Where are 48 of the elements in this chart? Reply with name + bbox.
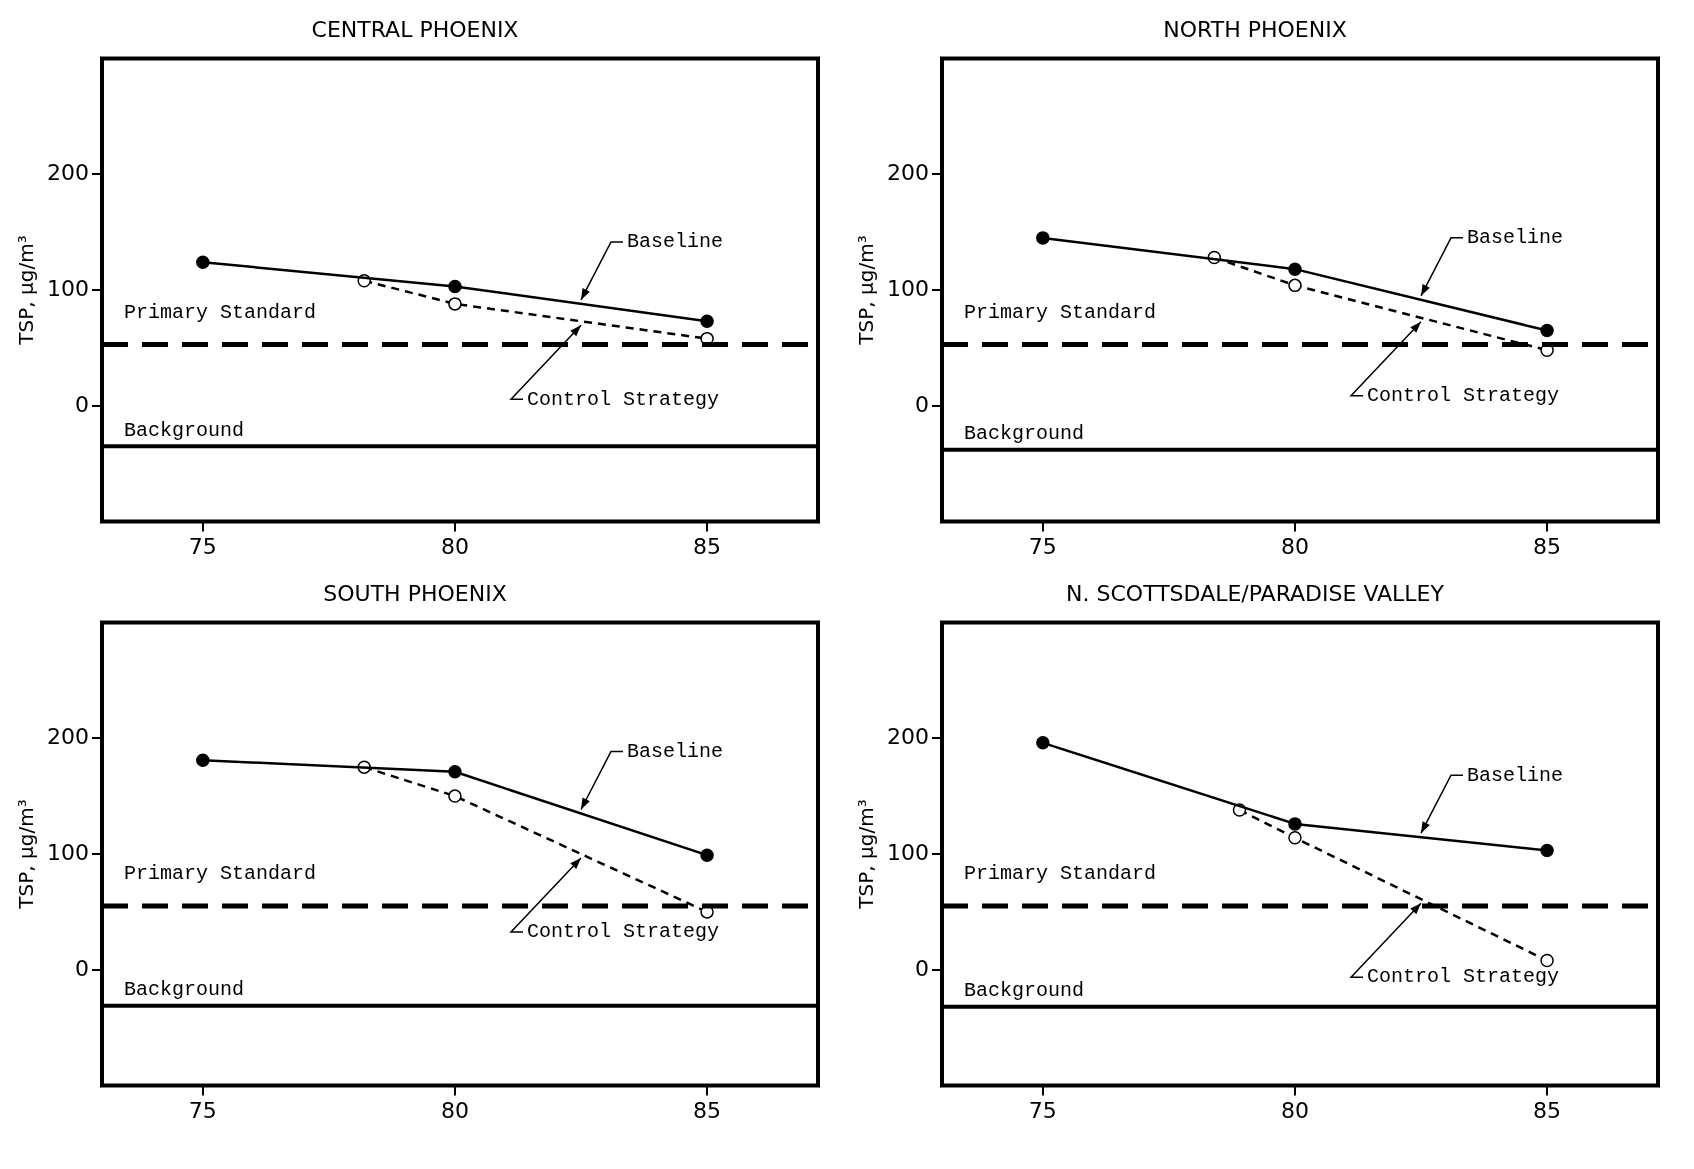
x-tick-label: 75 (1028, 1097, 1057, 1123)
y-tick-label: 100 (46, 839, 89, 865)
x-tick-label: 80 (1280, 1097, 1309, 1123)
y-axis-title: TSP, μg/m³ (854, 235, 879, 346)
x-tick-label: 85 (693, 1097, 722, 1123)
ref-line-label: Primary Standard (963, 862, 1157, 886)
x-tick-label: 80 (440, 1097, 469, 1123)
chart-title: NORTH PHOENIX (1163, 16, 1347, 42)
text: Baseline (1467, 226, 1564, 250)
ref-line-label: Background (963, 979, 1085, 1003)
y-tick-label: 200 (886, 159, 929, 185)
text: Baseline (627, 230, 724, 254)
y-axis-title: TSP, μg/m³ (14, 799, 39, 910)
ref-line-label: Primary Standard (123, 300, 317, 324)
y-tick-label: 0 (914, 391, 929, 417)
y-axis-title: TSP, μg/m³ (854, 799, 879, 910)
text: Baseline (627, 739, 724, 763)
y-tick-label: 100 (46, 275, 89, 301)
y-tick-label: 200 (46, 159, 89, 185)
x-tick-label: 75 (188, 533, 217, 559)
x-tick-label: 85 (1533, 533, 1562, 559)
series-label: Control Strategy (527, 920, 720, 944)
y-tick-label: 0 (74, 955, 89, 981)
y-axis-title: TSP, μg/m³ (14, 235, 39, 346)
y-tick-label: 100 (886, 275, 929, 301)
ref-line-label: Background (963, 422, 1085, 446)
text: Baseline (1467, 763, 1564, 787)
y-tick-label: 200 (46, 723, 89, 749)
ref-line-label: Primary Standard (123, 862, 317, 886)
chart-title: N. SCOTTSDALE/PARADISE VALLEY (1066, 580, 1445, 606)
ref-line-label: Background (123, 418, 245, 442)
x-tick-label: 80 (440, 533, 469, 559)
series-label: Control Strategy (1367, 965, 1560, 989)
series-label: Control Strategy (1367, 384, 1560, 408)
y-tick-label: 0 (914, 955, 929, 981)
x-tick-label: 85 (1533, 1097, 1562, 1123)
x-tick-label: 75 (188, 1097, 217, 1123)
y-tick-label: 100 (886, 839, 929, 865)
y-tick-label: 0 (74, 391, 89, 417)
chart-title: CENTRAL PHOENIX (311, 16, 519, 42)
x-tick-label: 75 (1028, 533, 1057, 559)
ref-line-label: Background (123, 977, 245, 1001)
ref-line-label: Primary Standard (963, 300, 1157, 324)
chart-title: SOUTH PHOENIX (323, 580, 507, 606)
y-tick-label: 200 (886, 723, 929, 749)
text: Control Strategy (527, 387, 720, 411)
x-tick-label: 80 (1280, 533, 1309, 559)
x-tick-label: 85 (693, 533, 722, 559)
